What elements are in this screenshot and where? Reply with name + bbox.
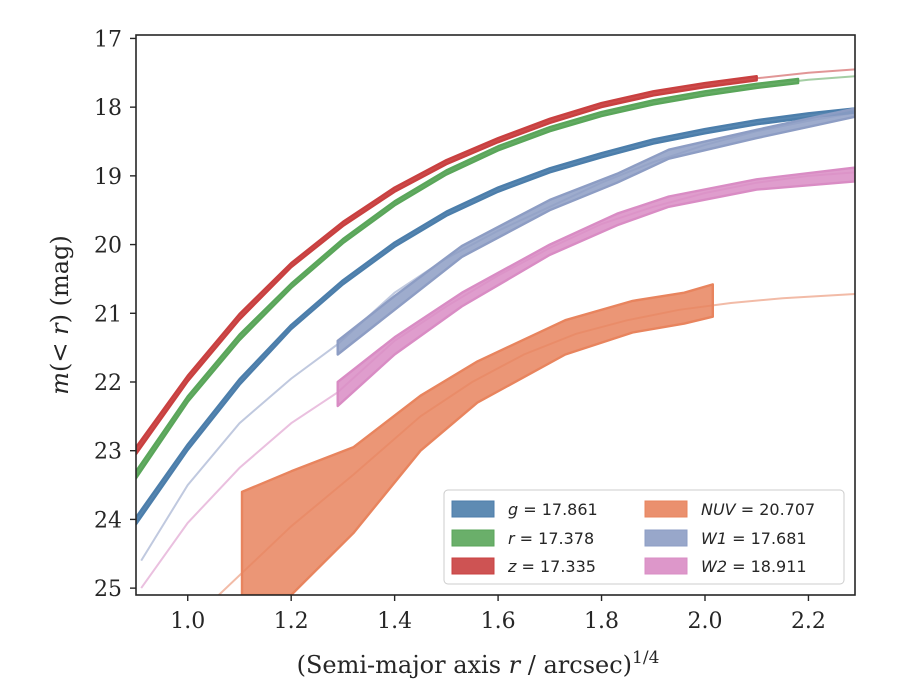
- y-tick-label: 23: [94, 440, 122, 465]
- legend-label-z: z = 17.335: [507, 557, 596, 576]
- y-tick-label: 21: [94, 302, 122, 327]
- band-w1: [336, 107, 855, 356]
- y-tick-label: 24: [94, 508, 122, 533]
- x-tick-label: 1.4: [377, 609, 412, 634]
- legend-label-w2: W2 = 18.911: [701, 557, 807, 576]
- x-tick-label: 1.6: [481, 609, 516, 634]
- band-g: [136, 107, 855, 526]
- legend: g = 17.861 r = 17.378 z = 17.335 NUV = 20.7…: [443, 489, 845, 585]
- band-r: [136, 77, 800, 480]
- x-axis-ticks: 1.0 1.2 1.4 1.6 1.8 2.0 2.2: [170, 595, 826, 634]
- y-tick-label: 19: [94, 165, 122, 190]
- legend-swatch-g: [451, 500, 495, 518]
- y-axis-ticks: 17 18 19 20 21 22 23 24 25: [94, 27, 136, 602]
- x-axis-label-exponent: 1/4: [632, 648, 659, 668]
- legend-swatch-w1: [644, 529, 688, 547]
- y-axis-label: m(< r) (mag): [46, 235, 74, 395]
- y-tick-label: 20: [94, 234, 122, 259]
- x-tick-label: 1.0: [170, 609, 205, 634]
- band-z: [136, 74, 758, 456]
- band-w2: [336, 166, 855, 408]
- x-tick-label: 1.2: [274, 609, 309, 634]
- y-tick-label: 22: [94, 371, 122, 396]
- legend-label-nuv: NUV = 20.707: [701, 500, 815, 519]
- legend-swatch-nuv: [644, 500, 688, 518]
- x-tick-label: 2.0: [687, 609, 722, 634]
- legend-swatch-w2: [644, 557, 688, 575]
- legend-label-w1: W1 = 17.681: [701, 529, 807, 548]
- y-tick-label: 17: [94, 27, 122, 52]
- profile-bands: [136, 74, 855, 595]
- y-tick-label: 25: [94, 577, 122, 602]
- legend-swatch-z: [451, 557, 495, 575]
- legend-swatch-r: [451, 529, 495, 547]
- legend-label-r: r = 17.378: [508, 529, 594, 548]
- y-tick-label: 18: [94, 96, 122, 121]
- legend-box: [443, 489, 845, 585]
- x-tick-label: 1.8: [584, 609, 619, 634]
- x-tick-label: 2.2: [791, 609, 826, 634]
- plot-frame: [135, 34, 856, 596]
- band-nuv: [240, 283, 714, 595]
- legend-label-g: g = 17.861: [508, 500, 598, 519]
- x-axis-label: (Semi-major axis r / arcsec)1/4: [297, 648, 660, 679]
